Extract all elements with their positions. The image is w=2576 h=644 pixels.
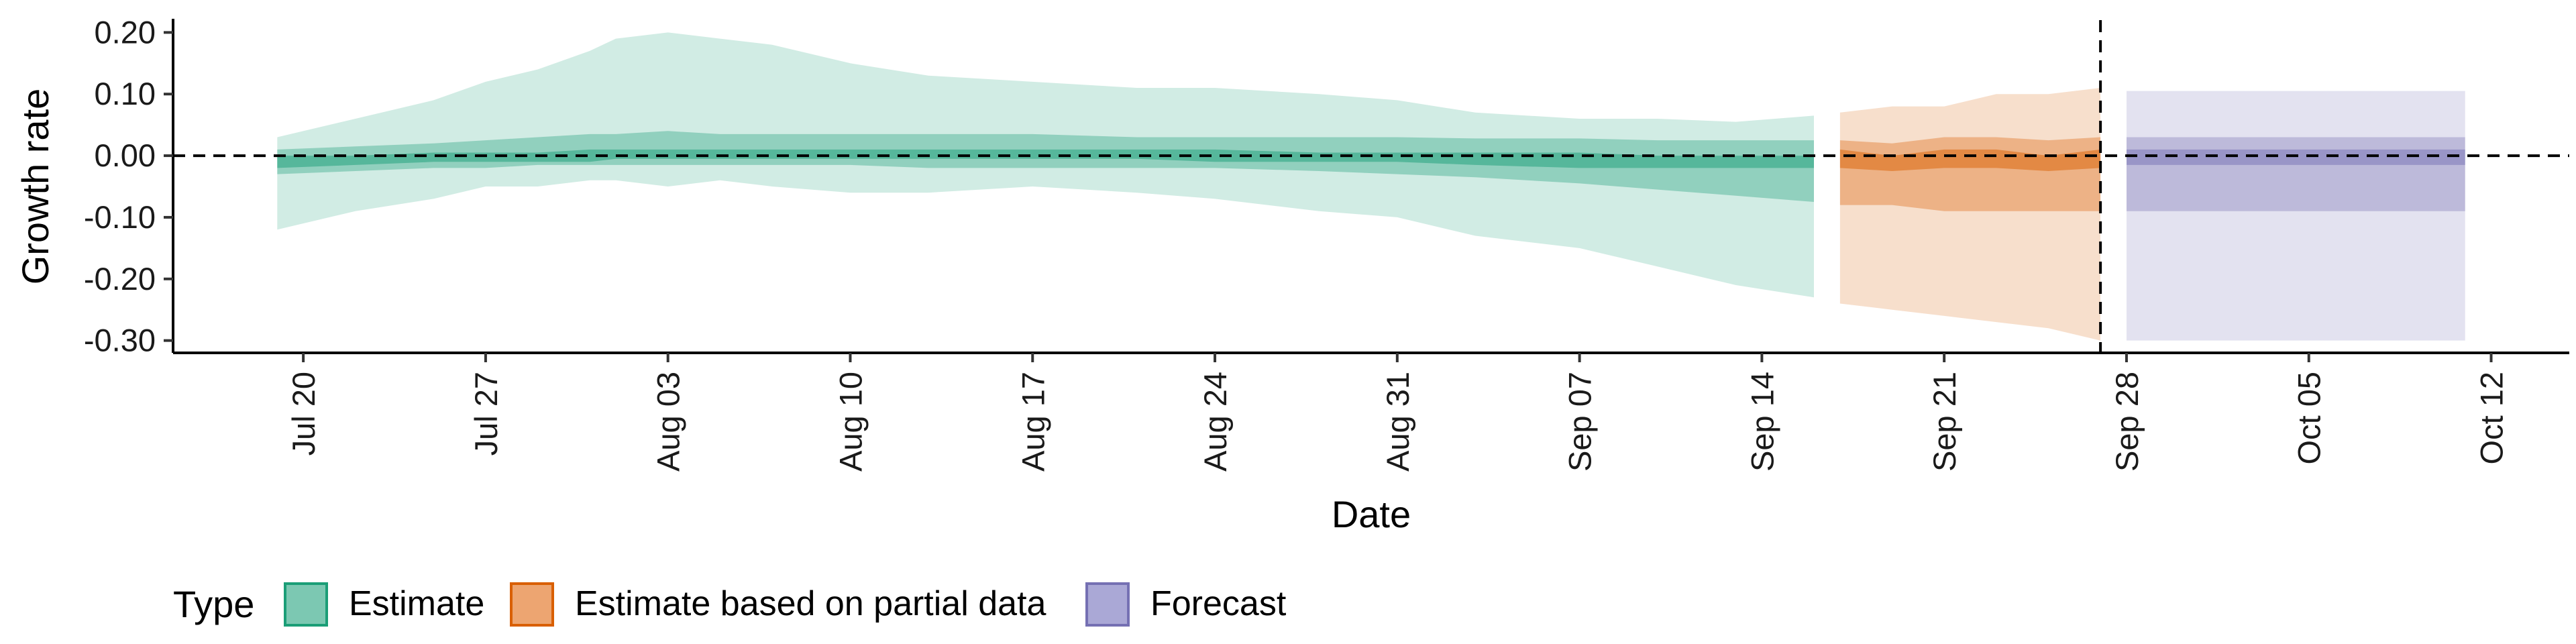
legend-swatch	[1085, 582, 1130, 627]
estimate-inner-ribbon	[277, 149, 1814, 168]
x-tick-label: Aug 10	[833, 372, 868, 472]
estimate-based-on-partial-data-outer-ribbon	[1839, 88, 2101, 341]
legend-label: Forecast	[1150, 584, 1287, 623]
y-tick-label: 0.00	[95, 138, 156, 173]
estimate-mid-ribbon	[277, 131, 1814, 202]
legend-item-estimate-based-on-partial-data: Estimate based on partial data	[510, 582, 1046, 627]
x-tick-label: Aug 24	[1197, 372, 1233, 472]
y-tick-label: 0.10	[95, 76, 156, 111]
axes-layer: 0.20 0.10 0.00 -0.10 -0.20 -0.30 Jul 20 Jul 27 A…	[84, 14, 2569, 472]
estimate-based-on-partial-data-mid-ribbon	[1839, 137, 2101, 211]
y-axis-title: Growth rate	[14, 89, 56, 285]
x-tick-label: Sep 28	[2109, 372, 2145, 472]
legend-item-forecast: Forecast	[1085, 582, 1287, 627]
legend-swatch	[284, 582, 328, 627]
reference-lines	[173, 20, 2569, 353]
x-tick-label: Jul 20	[286, 372, 321, 455]
x-tick-label: Oct 05	[2292, 372, 2327, 464]
x-tick-label: Sep 07	[1562, 372, 1598, 472]
legend-label: Estimate	[349, 584, 484, 623]
forecast-mid-ribbon	[2127, 137, 2465, 211]
y-tick-label: -0.20	[84, 261, 156, 297]
legend-item-estimate: Estimate	[284, 582, 484, 627]
estimate-outer-ribbon	[277, 32, 1814, 298]
x-tick-label: Jul 27	[468, 372, 504, 455]
legend-label: Estimate based on partial data	[575, 584, 1046, 623]
forecast-outer-ribbon	[2127, 91, 2465, 341]
y-tick-label: -0.10	[84, 199, 156, 235]
ribbon-layer	[277, 32, 2465, 341]
y-tick-label: 0.20	[95, 14, 156, 50]
legend-swatch	[510, 582, 554, 627]
legend-title: Type	[173, 583, 254, 625]
x-tick-label: Aug 31	[1380, 372, 1415, 472]
x-tick-label: Aug 17	[1015, 372, 1051, 472]
x-tick-label: Sep 21	[1927, 372, 1962, 472]
x-tick-label: Sep 14	[1744, 372, 1780, 472]
x-tick-label: Oct 12	[2474, 372, 2510, 464]
legend: Type Estimate Estimate based on partial d…	[173, 582, 1287, 627]
x-tick-label: Aug 03	[651, 372, 686, 472]
y-tick-label: -0.30	[84, 323, 156, 358]
forecast-inner-ribbon	[2127, 149, 2465, 165]
x-axis-title: Date	[1332, 493, 1411, 535]
